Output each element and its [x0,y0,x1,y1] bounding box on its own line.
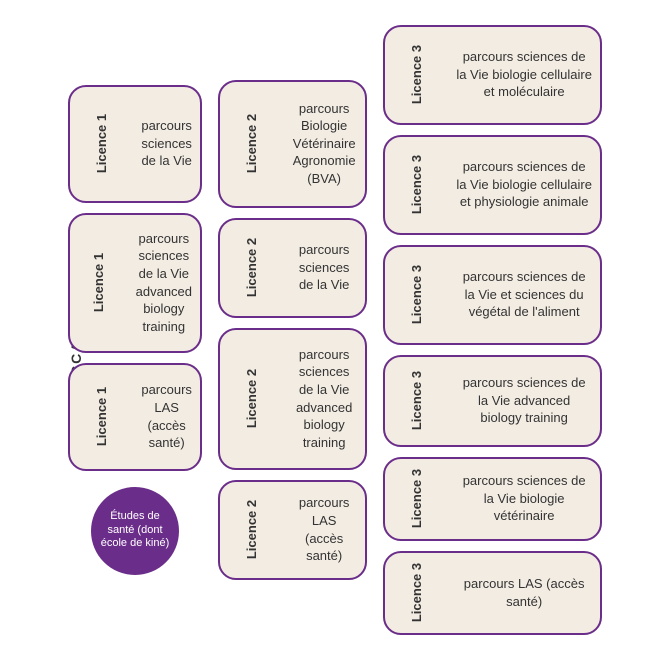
columns-container: Licence 1parcours sciences de la VieLice… [60,0,610,659]
license-box: Licence 3parcours sciences de la Vie adv… [383,355,602,447]
license-box: Licence 3parcours LAS (accès santé) [383,551,602,635]
level-label: Licence 3 [385,27,448,123]
box-text: parcours Biologie Vétérinaire Agronomie … [283,82,365,206]
box-text: parcours sciences de la Vie advanced bio… [128,215,200,351]
box-text: parcours sciences de la Vie biologie vét… [448,459,600,539]
level-label: Licence 3 [385,553,448,633]
license-box: Licence 1parcours LAS (accès santé) [68,363,202,471]
health-circle: Études de santé (dont école de kiné) [91,487,179,575]
level-label: Licence 1 [70,365,133,469]
box-text: parcours sciences de la Vie advanced bio… [283,330,365,468]
column-2: Licence 2parcours Biologie Vétérinaire A… [210,0,375,659]
box-text: parcours sciences de la Vie [133,87,200,201]
license-box: Licence 3parcours sciences de la Vie bio… [383,25,602,125]
level-label: Licence 2 [220,82,283,206]
level-label: Licence 1 [70,87,133,201]
box-text: parcours sciences de la Vie biologie cel… [448,27,600,123]
column-1: Licence 1parcours sciences de la VieLice… [60,0,210,659]
license-box: Licence 2parcours Biologie Vétérinaire A… [218,80,367,208]
box-text: parcours sciences de la Vie et sciences … [448,247,600,343]
level-label: Licence 3 [385,247,448,343]
level-label: Licence 3 [385,357,448,445]
license-box: Licence 2parcours LAS (accès santé) [218,480,367,580]
box-text: parcours sciences de la Vie [283,220,365,316]
column-3: Licence 3parcours sciences de la Vie bio… [375,0,610,659]
license-box: Licence 3parcours sciences de la Vie bio… [383,457,602,541]
level-label: Licence 2 [220,330,283,468]
level-label: Licence 1 [70,215,128,351]
license-box: Licence 1parcours sciences de la Vie [68,85,202,203]
license-box: Licence 3parcours sciences de la Vie et … [383,245,602,345]
level-label: Licence 2 [220,482,283,578]
box-text: parcours LAS (accès santé) [133,365,200,469]
level-label: Licence 3 [385,137,448,233]
license-box: Licence 1parcours sciences de la Vie adv… [68,213,202,353]
license-box: Licence 3parcours sciences de la Vie bio… [383,135,602,235]
level-label: Licence 3 [385,459,448,539]
box-text: parcours sciences de la Vie biologie cel… [448,137,600,233]
license-box: Licence 2parcours sciences de la Vie [218,218,367,318]
box-text: parcours sciences de la Vie advanced bio… [448,357,600,445]
license-box: Licence 2parcours sciences de la Vie adv… [218,328,367,470]
level-label: Licence 2 [220,220,283,316]
box-text: parcours LAS (accès santé) [283,482,365,578]
box-text: parcours LAS (accès santé) [448,553,600,633]
